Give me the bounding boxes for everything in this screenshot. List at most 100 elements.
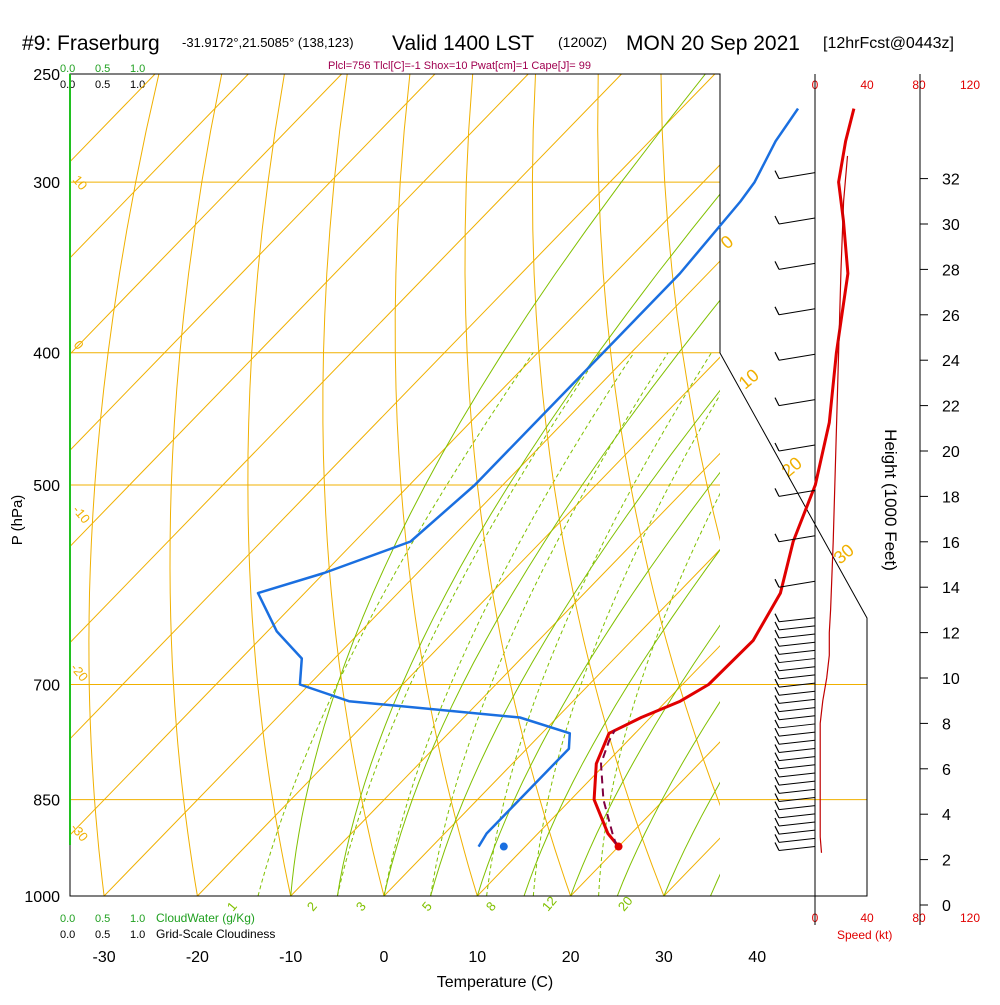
forecast-info: [12hrFcst@0443z]	[823, 35, 954, 52]
cloud-water-label-1: 0.5	[95, 63, 110, 75]
cloud-scale-bottom: 0.0 0.5 1.0 CloudWater (g/Kg) 0.0 0.5 1.…	[60, 911, 275, 941]
mixing-ratio-line-5	[431, 353, 668, 896]
wind-barb-flag-33	[775, 398, 779, 406]
wind-barb-12	[779, 748, 815, 752]
height-tick-26: 26	[942, 308, 960, 325]
mixing-ratio-label-5: 5	[419, 899, 435, 914]
wind-barb-flag-25	[775, 638, 779, 646]
wind-barb-flag-36	[775, 261, 779, 269]
wind-barb-28	[779, 618, 815, 622]
wind-barb-16	[779, 716, 815, 720]
height-tick-4: 4	[942, 807, 951, 824]
isotherm-label-30-right: 30	[830, 540, 858, 568]
height-tick-30: 30	[942, 217, 960, 234]
temp-tick-40: 40	[748, 949, 766, 966]
surface-dewpoint-dot	[500, 843, 508, 851]
pressure-label-300: 300	[33, 175, 60, 192]
wind-barb-flag-4	[775, 810, 779, 818]
cloud-cover-label-2: 1.0	[130, 79, 145, 91]
wind-barb-32	[779, 445, 815, 451]
wind-barb-13	[779, 740, 815, 744]
height-tick-6: 6	[942, 762, 951, 779]
wind-barb-4	[779, 814, 815, 818]
isotherm-50	[851, 74, 1000, 896]
speed-scale-top: 0 40 80 120	[812, 78, 981, 92]
speed-bottom-40: 40	[860, 911, 874, 925]
station-coords: -31.9172°,21.5085° (138,123)	[182, 35, 354, 50]
pressure-label-500: 500	[33, 478, 60, 495]
mixing-ratio-line-3	[384, 353, 634, 896]
cloud-water-label-2: 1.0	[130, 63, 145, 75]
cloud-cover-bottom-0: 0.0	[60, 929, 75, 941]
dry-adiabat-90	[912, 74, 1000, 896]
dewpoint-line	[258, 109, 798, 847]
wind-barb-26	[779, 634, 815, 638]
isotherm-label-20-right: 20	[778, 453, 806, 481]
cloud-water-title: CloudWater (g/Kg)	[156, 911, 255, 925]
speed-scale-bottom: 0 40 80 120 Speed (kt)	[812, 911, 981, 942]
height-tick-18: 18	[942, 489, 960, 506]
wind-barb-flag-5	[775, 802, 779, 810]
wind-barb-flag-29	[775, 579, 779, 587]
wind-barb-flag-27	[775, 622, 779, 630]
wind-barb-0	[779, 847, 815, 851]
mixing-ratio-lines	[258, 353, 798, 896]
pressure-label-700: 700	[33, 678, 60, 695]
wind-barb-flag-24	[775, 646, 779, 654]
wind-barb-flag-8	[775, 777, 779, 785]
pressure-label-1000: 1000	[24, 889, 60, 906]
wind-barb-35	[779, 309, 815, 315]
wind-barb-flag-12	[775, 744, 779, 752]
wind-barb-17	[779, 708, 815, 712]
cloud-water-bottom-0: 0.0	[60, 913, 75, 925]
wind-barb-2	[779, 830, 815, 834]
height-tick-0: 0	[942, 898, 951, 915]
mixing-ratio-line-20	[599, 353, 799, 896]
mixing-ratio-line-1	[258, 353, 533, 896]
pressure-label-400: 400	[33, 346, 60, 363]
temp-tick--30: -30	[93, 949, 116, 966]
isotherm-label-minus10: -10	[70, 502, 94, 526]
wind-barb-flag-35	[775, 307, 779, 315]
wind-barb-flag-37	[775, 216, 779, 224]
wind-barb-flag-26	[775, 630, 779, 638]
wind-barb-18	[779, 699, 815, 703]
cloud-water-bottom-2: 1.0	[130, 913, 145, 925]
wind-barb-10	[779, 765, 815, 769]
station-title: #9: Fraserburg	[22, 32, 160, 55]
wind-barb-30	[779, 536, 815, 542]
height-axis-title: Height (1000 Feet)	[881, 429, 900, 571]
temp-tick-20: 20	[562, 949, 580, 966]
isotherm-label-10-right: 10	[735, 365, 763, 393]
wind-barb-flag-15	[775, 720, 779, 728]
wind-barb-flag-2	[775, 826, 779, 834]
wind-barb-36	[779, 263, 815, 269]
height-tick-16: 16	[942, 535, 960, 552]
wind-barb-5	[779, 806, 815, 810]
temp-tick-0: 0	[380, 949, 389, 966]
height-tick-8: 8	[942, 716, 951, 733]
speed-title: Speed (kt)	[837, 928, 892, 942]
wind-barb-20	[779, 683, 815, 687]
wind-barb-flag-13	[775, 736, 779, 744]
height-tick-12: 12	[942, 626, 960, 643]
surface-temp-dot	[615, 843, 623, 851]
x-axis-title: Temperature (C)	[437, 974, 553, 991]
cloud-cover-label-0: 0.0	[60, 79, 75, 91]
wind-barb-flag-21	[775, 671, 779, 679]
wind-barb-24	[779, 650, 815, 654]
cloud-cover-label-1: 0.5	[95, 79, 110, 91]
forecast-date: MON 20 Sep 2021	[626, 32, 800, 55]
dry-adiabat-100	[975, 74, 1000, 896]
height-tick-22: 22	[942, 399, 960, 416]
mixing-ratio-label-2: 2	[304, 899, 320, 914]
wind-barb-flag-32	[775, 443, 779, 451]
wind-barb-15	[779, 724, 815, 728]
wind-barb-21	[779, 675, 815, 679]
wind-barb-flag-23	[775, 655, 779, 663]
wind-barb-37	[779, 218, 815, 224]
speed-bottom-80: 80	[912, 911, 926, 925]
height-tick-2: 2	[942, 853, 951, 870]
